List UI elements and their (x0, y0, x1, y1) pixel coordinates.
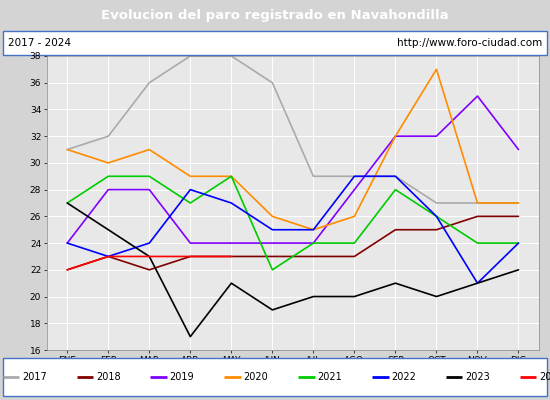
Text: 2019: 2019 (170, 372, 194, 382)
Text: http://www.foro-ciudad.com: http://www.foro-ciudad.com (397, 38, 542, 48)
Text: 2022: 2022 (391, 372, 416, 382)
Text: Evolucion del paro registrado en Navahondilla: Evolucion del paro registrado en Navahon… (101, 8, 449, 22)
Text: 2020: 2020 (244, 372, 268, 382)
Text: 2018: 2018 (96, 372, 120, 382)
Text: 2024: 2024 (539, 372, 550, 382)
Text: 2021: 2021 (317, 372, 342, 382)
Text: 2017: 2017 (22, 372, 47, 382)
Text: 2017 - 2024: 2017 - 2024 (8, 38, 72, 48)
Text: 2023: 2023 (465, 372, 490, 382)
